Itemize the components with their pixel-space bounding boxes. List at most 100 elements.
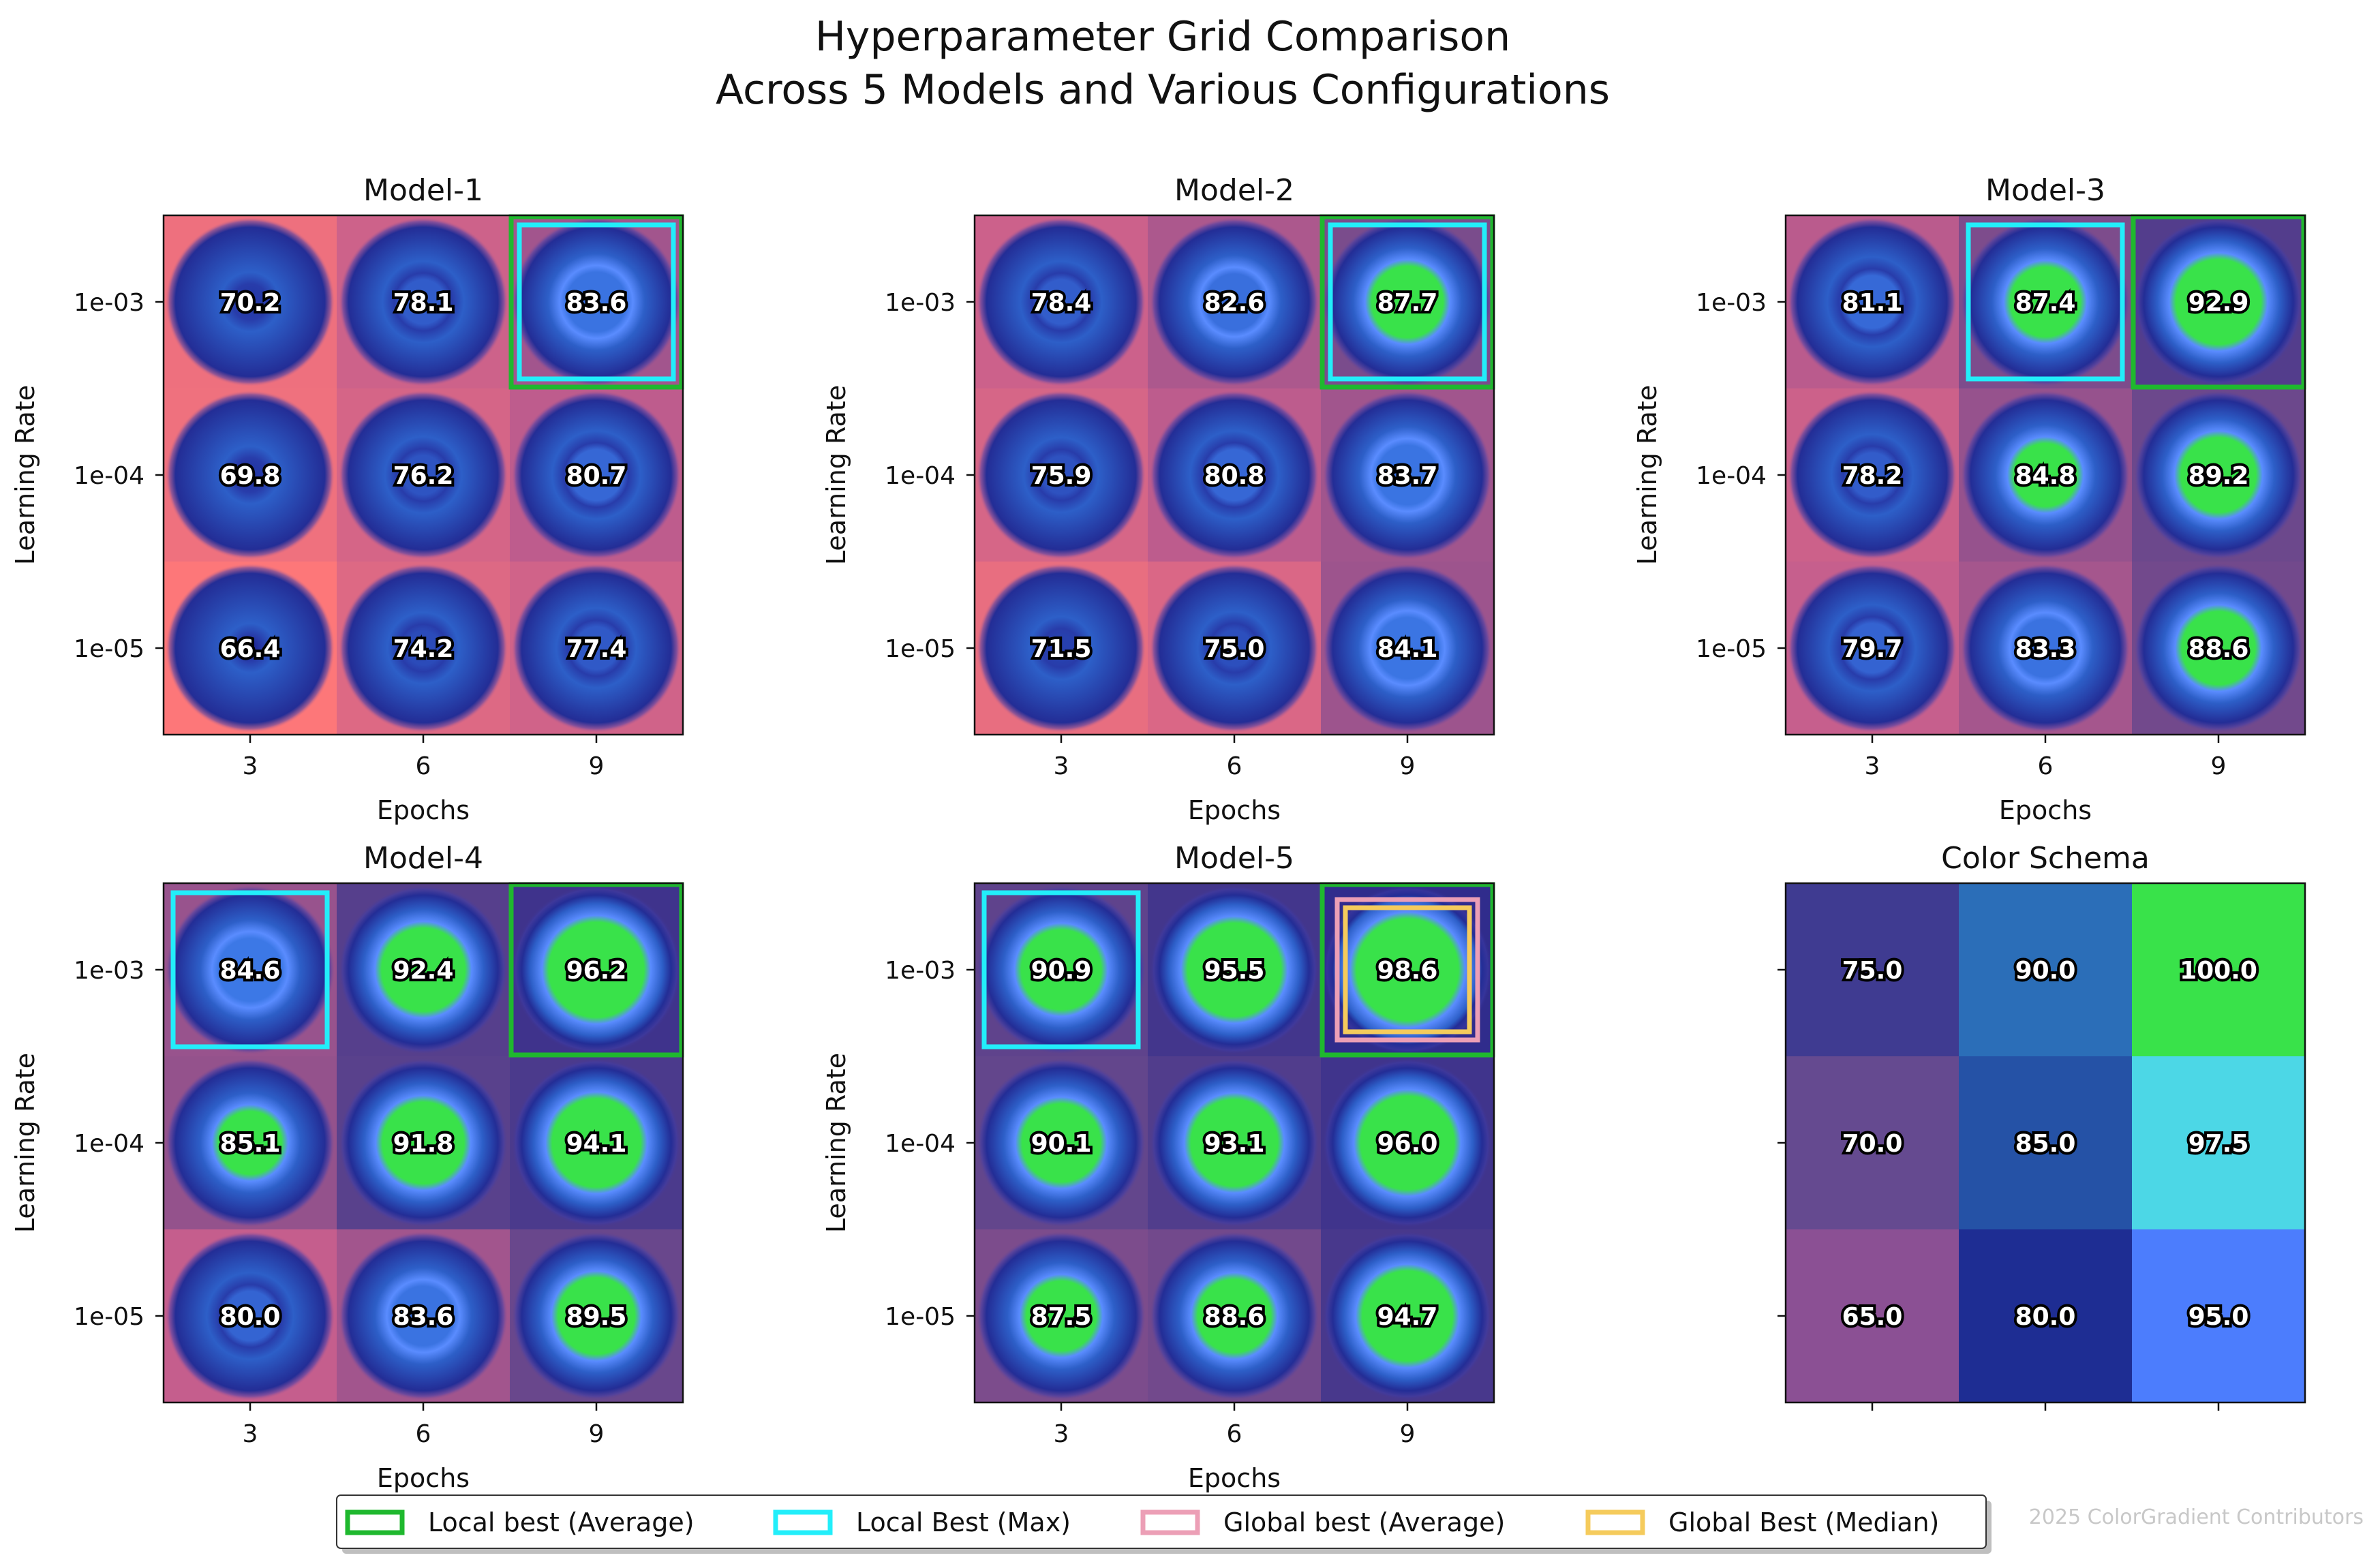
cell-glow (1322, 217, 1493, 387)
cell-glow (1787, 217, 1957, 387)
cell-value-label: 100.0 (2180, 957, 2257, 985)
chart-title-line-2: Across 5 Models and Various Configuratio… (716, 66, 1610, 114)
legend-item-local-best-average: Local best (Average) (345, 1507, 695, 1537)
legend-label: Local best (Average) (428, 1507, 695, 1537)
credit-text: 2025 ColorGradient Contributors (2029, 1505, 2364, 1529)
heatmap-cell: 83.3 (1959, 562, 2132, 735)
panel-title: Model-4 (363, 841, 483, 876)
cell-glow (1322, 1058, 1493, 1228)
y-tick-label: 1e-05 (74, 1303, 144, 1331)
cell-glow (976, 1058, 1146, 1228)
y-tick-label: 1e-05 (1696, 635, 1767, 663)
legend-swatch (1585, 1509, 1645, 1535)
cell-glow (511, 390, 682, 560)
cell-glow (1149, 1231, 1319, 1401)
x-axis-label: Epochs (377, 795, 470, 825)
cell-glow (511, 1058, 682, 1228)
cell-value-label: 78.1 (393, 289, 454, 317)
x-tick-label: 3 (243, 752, 258, 780)
cell-value-label: 84.6 (220, 957, 281, 985)
x-axis-label: Epochs (1188, 1463, 1281, 1493)
y-axis-label: Learning Rate (10, 1053, 40, 1233)
panel-title: Model-2 (1174, 173, 1294, 208)
cell-glow (976, 563, 1146, 733)
heatmap-cell: 83.6 (337, 1229, 510, 1402)
cell-fill (2132, 883, 2305, 1056)
heatmap-cell: 70.2 (164, 215, 337, 388)
panel-model-2: Model-2 78.4 82.6 87.7 75.9 80.8 83.7 71.5 75.0 8… (821, 173, 1495, 825)
cell-value-label: 87.5 (1031, 1303, 1092, 1331)
x-axis-label: Epochs (1188, 795, 1281, 825)
highlight-global-best-average (1334, 897, 1480, 1043)
heatmap-cell: 94.7 (1321, 1229, 1494, 1402)
heatmap-cell: 95.5 (1148, 883, 1321, 1056)
cell-value-label: 75.0 (1842, 957, 1903, 985)
heatmap-cell: 80.0 (1959, 1229, 2132, 1402)
cell-value-label: 90.9 (1031, 957, 1092, 985)
cell-value-label: 88.6 (1204, 1303, 1265, 1331)
heatmap-cell: 88.6 (1148, 1229, 1321, 1402)
cell-glow (976, 390, 1146, 560)
legend-swatch (345, 1509, 405, 1535)
highlight-local-best-max (1328, 222, 1487, 382)
cell-value-label: 91.8 (393, 1130, 454, 1158)
y-axis-label: Learning Rate (821, 1053, 851, 1233)
heatmap-cell: 92.9 (2132, 215, 2305, 388)
cell-value-label: 70.0 (1842, 1130, 1903, 1158)
cell-value-label: 82.6 (1204, 289, 1265, 317)
heatmap-cell: 75.9 (975, 388, 1148, 562)
cell-value-label: 65.0 (1842, 1303, 1903, 1331)
x-axis-label: Epochs (377, 1463, 470, 1493)
y-tick-label: 1e-04 (74, 1130, 144, 1158)
cell-value-label: 83.3 (2015, 635, 2076, 663)
cell-glow (1149, 390, 1319, 560)
heatmap-cell: 94.1 (510, 1056, 683, 1229)
y-tick-label: 1e-04 (885, 462, 956, 490)
cell-fill (1959, 1229, 2132, 1402)
heatmap-cell: 91.8 (337, 1056, 510, 1229)
x-tick-label: 3 (1054, 1420, 1069, 1448)
cell-value-label: 95.5 (1204, 957, 1265, 985)
cell-value-label: 96.2 (566, 957, 627, 985)
cell-fill (1786, 1056, 1959, 1229)
heatmap-cell: 82.6 (1148, 215, 1321, 388)
cell-value-label: 70.2 (220, 289, 281, 317)
cell-value-label: 96.0 (1377, 1130, 1438, 1158)
heatmap-cell: 78.1 (337, 215, 510, 388)
cell-value-label: 75.9 (1031, 462, 1092, 490)
cell-value-label: 87.4 (2015, 289, 2076, 317)
highlight-local-best-average (2131, 214, 2306, 390)
panel-color-schema: Color Schema 75.0 90.0 100.0 70.0 85.0 97.5 65.… (1778, 841, 2306, 1411)
heatmap-cell: 83.7 (1321, 388, 1494, 562)
heatmap-cell: 85.0 (1959, 1056, 2132, 1229)
heatmap-cell: 93.1 (1148, 1056, 1321, 1229)
heatmap-cell: 85.1 (164, 1056, 337, 1229)
x-tick-label: 3 (1054, 752, 1069, 780)
heatmap-cell: 90.1 (975, 1056, 1148, 1229)
cell-glow (1322, 563, 1493, 733)
cell-glow (165, 390, 335, 560)
heatmap-cell: 87.4 (1959, 215, 2132, 388)
panel-title: Model-1 (363, 173, 483, 208)
cell-value-label: 98.6 (1377, 957, 1438, 985)
y-axis-label: Learning Rate (821, 385, 851, 565)
x-tick-label: 3 (1865, 752, 1880, 780)
cell-value-label: 89.5 (566, 1303, 627, 1331)
cell-value-label: 76.2 (393, 462, 454, 490)
highlight-local-best-average (1319, 882, 1495, 1058)
heatmap-cell: 83.6 (510, 215, 683, 388)
cell-value-label: 80.7 (566, 462, 627, 490)
cell-glow (165, 217, 335, 387)
cell-glow (1960, 563, 2131, 733)
panels: Model-1 70.2 78.1 83.6 69.8 76.2 80.7 66.4 74.2 7… (10, 173, 2306, 1493)
cell-glow (165, 885, 335, 1055)
x-tick-label: 9 (589, 1420, 605, 1448)
legend-label: Global best (Average) (1223, 1507, 1505, 1537)
cell-value-label: 77.4 (566, 635, 627, 663)
cell-fill (2132, 1056, 2305, 1229)
panel-model-3: Model-3 81.1 87.4 92.9 78.2 84.8 89.2 79.7 83.3 8… (1632, 173, 2306, 825)
highlight-local-best-max (981, 890, 1141, 1049)
y-axis-label: Learning Rate (1632, 385, 1662, 565)
highlight-local-best-average (1319, 214, 1495, 390)
